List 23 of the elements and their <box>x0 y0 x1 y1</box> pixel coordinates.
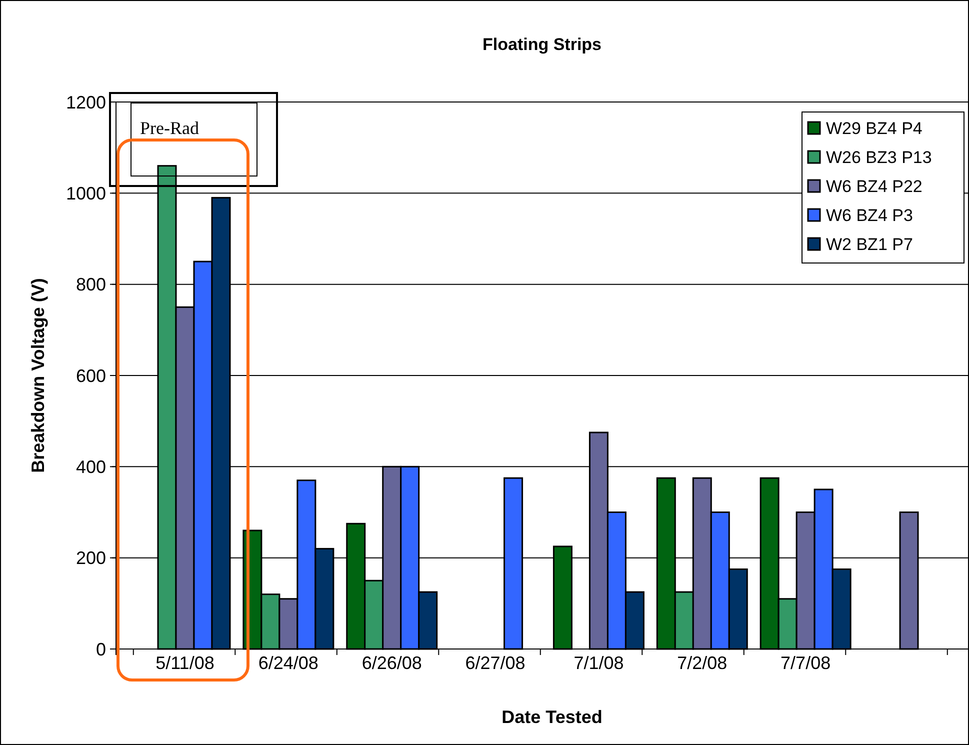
x-tick-label: 5/11/08 <box>156 653 214 673</box>
x-tick-label: 7/1/08 <box>574 653 624 673</box>
legend-label: W6 BZ4 P3 <box>826 206 913 225</box>
x-axis-title: Date Tested <box>502 707 602 727</box>
x-tick-label: 6/26/08 <box>362 653 422 673</box>
y-tick-label: 0 <box>96 639 106 660</box>
y-axis-title: Breakdown Voltage (V) <box>28 278 48 473</box>
y-tick-label: 1200 <box>66 92 106 112</box>
y-tick-label: 800 <box>76 274 106 295</box>
legend-label: W26 BZ3 P13 <box>826 148 932 167</box>
legend-label: W29 BZ4 P4 <box>826 118 922 138</box>
x-tick-label: 6/27/08 <box>465 653 526 673</box>
y-tick-label: 600 <box>76 366 106 386</box>
y-tick-label: 1000 <box>66 183 106 204</box>
x-tick-label: 7/2/08 <box>677 653 728 673</box>
legend-label: W6 BZ4 P22 <box>826 176 922 196</box>
x-tick-label: 7/7/08 <box>780 653 831 673</box>
y-tick-label: 200 <box>76 548 106 568</box>
x-tick-label: 6/24/08 <box>258 653 318 673</box>
y-tick-label: 400 <box>76 456 106 477</box>
chart-title: Floating Strips <box>482 35 602 54</box>
legend-label: W2 BZ1 P7 <box>826 234 913 254</box>
annotation: Pre-Rad <box>140 118 199 138</box>
